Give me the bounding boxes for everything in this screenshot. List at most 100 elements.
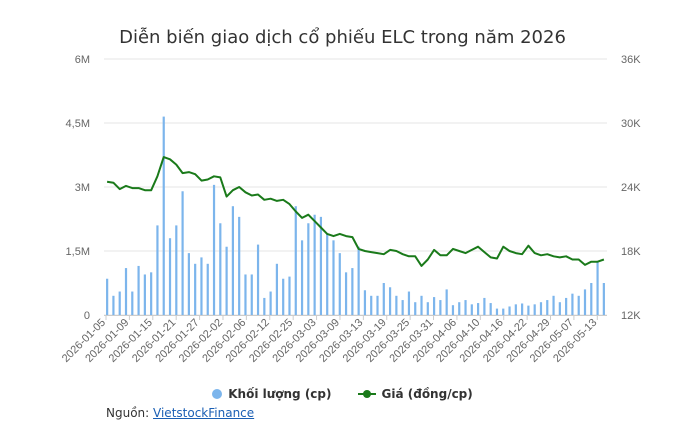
legend-volume-marker (212, 389, 223, 399)
volume-bar (382, 283, 385, 315)
volume-bar (225, 246, 228, 315)
volume-bar (294, 206, 297, 315)
source-label: Nguồn: (106, 406, 150, 420)
legend-price-marker (357, 389, 376, 399)
volume-bar (502, 308, 505, 315)
volume-bar (363, 290, 367, 315)
volume-bar (539, 302, 543, 315)
volume-bar (250, 274, 253, 315)
volume-bar (282, 278, 285, 315)
volume-bar (376, 295, 379, 315)
volume-bar (162, 116, 165, 315)
volume-bar (332, 240, 335, 315)
volume-bar (470, 304, 473, 315)
volume-bar (407, 291, 411, 315)
volume-bar (238, 216, 241, 315)
volume-bar (118, 291, 121, 315)
legend: Khối lượng (cp) Giá (đồng/cp) (0, 387, 685, 401)
volume-bar (307, 223, 310, 315)
volume-bar (338, 253, 341, 315)
volume-bar (590, 283, 593, 315)
volume-bar (206, 263, 209, 315)
volume-bar (187, 253, 190, 315)
volume-bar (357, 246, 360, 315)
volume-bar (181, 191, 184, 315)
volume-bar (527, 305, 530, 315)
volume-bar (263, 297, 266, 315)
y-right-tick-label: 24K (621, 182, 641, 194)
y-left-tick-label: 6M (75, 54, 90, 66)
volume-bar (483, 297, 486, 315)
volume-bar (489, 303, 492, 315)
volume-bar (521, 303, 524, 315)
volume-bar (495, 308, 499, 315)
volume-bar (464, 300, 467, 315)
source-link[interactable]: VietstockFinance (153, 406, 255, 420)
volume-bar (583, 289, 587, 315)
volume-bar (571, 293, 574, 315)
y-left-tick-label: 0 (84, 310, 90, 322)
volume-bar (395, 295, 398, 315)
volume-bar (445, 289, 448, 315)
y-left-tick-label: 3M (75, 182, 90, 194)
volume-bar (344, 272, 348, 315)
volume-bar (168, 238, 172, 315)
volume-bar (131, 291, 134, 315)
volume-bar (112, 295, 115, 315)
volume-bar (458, 302, 461, 315)
legend-item-volume[interactable]: Khối lượng (cp) (212, 387, 332, 401)
volume-bar (194, 263, 197, 315)
volume-bar (244, 274, 247, 315)
volume-bar (275, 263, 279, 315)
volume-bar (269, 291, 272, 315)
volume-bar (150, 272, 153, 315)
volume-bar (137, 265, 140, 315)
volume-bar (319, 216, 323, 315)
y-left-tick-label: 4,5M (66, 118, 90, 130)
volume-bar (256, 244, 260, 315)
volume-bar (326, 233, 329, 315)
volume-bar (219, 223, 222, 315)
volume-bar (558, 302, 561, 315)
volume-bar (546, 300, 549, 315)
source-note: Nguồn: VietstockFinance (106, 406, 254, 420)
volume-bar (351, 268, 354, 315)
volume-bar (300, 240, 304, 315)
y-right-tick-label: 18K (621, 246, 641, 258)
volume-bar (577, 295, 580, 315)
volume-bar (451, 305, 455, 315)
volume-bar (552, 295, 555, 315)
legend-price-label: Giá (đồng/cp) (381, 387, 473, 401)
volume-bar (596, 261, 599, 315)
volume-bar (432, 297, 436, 315)
volume-bar (439, 300, 442, 315)
volume-bar (200, 257, 203, 315)
volume-bar (106, 278, 109, 315)
volume-bar (508, 306, 511, 315)
volume-bar (212, 184, 216, 315)
y-right-tick-label: 36K (621, 54, 641, 66)
y-left-tick-label: 1,5M (66, 246, 90, 258)
volume-bar (175, 225, 178, 315)
legend-item-price[interactable]: Giá (đồng/cp) (357, 387, 473, 401)
volume-bar (414, 302, 417, 315)
volume-bar (565, 297, 568, 315)
volume-bar (514, 304, 517, 315)
chart-title: Diễn biến giao dịch cổ phiếu ELC trong n… (119, 27, 566, 48)
volume-bar (288, 276, 291, 315)
y-right-tick-label: 30K (621, 118, 641, 130)
volume-bar (313, 214, 316, 315)
price-line (106, 156, 605, 267)
volume-bar (426, 302, 429, 315)
volume-bar (124, 268, 128, 315)
volume-bar (420, 295, 423, 315)
volume-bar (533, 304, 536, 315)
y-right-tick-label: 12K (621, 310, 641, 322)
volume-bar (602, 283, 605, 315)
volume-bar (370, 295, 373, 315)
volume-bar (231, 206, 234, 315)
volume-bar (477, 303, 480, 315)
volume-bar (401, 300, 404, 315)
volume-bar (156, 225, 159, 315)
